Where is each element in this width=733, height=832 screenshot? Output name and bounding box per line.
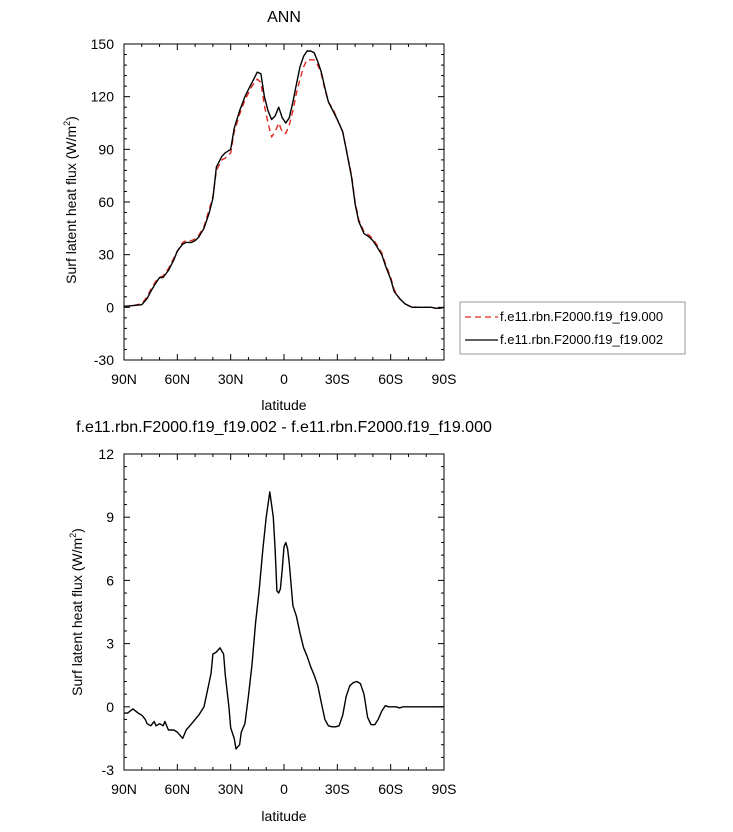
chart-bottom-title: f.e11.rbn.F2000.f19_f19.002 - f.e11.rbn.… [76,419,492,436]
chart-top-ylabel-sup: 2 [62,121,72,126]
series-line-1 [123,50,445,309]
chart-bottom-xlabel: latitude [261,808,306,824]
y-tick-label: -3 [102,762,115,778]
x-tick-label: 60S [378,781,403,797]
chart-bottom-ylabel: Surf latent heat flux (W/m2) [68,528,85,696]
y-tick-label: 90 [98,141,114,157]
y-tick-label: 9 [106,509,114,525]
chart-top-title: ANN [267,9,301,26]
chart-top-ylabel-main: Surf latent heat flux (W/m [63,126,79,284]
legend-label-0: f.e11.rbn.F2000.f19_f19.000 [500,309,663,324]
y-tick-label: 12 [98,446,114,462]
y-tick-label: -30 [94,352,114,368]
x-tick-label: 90S [432,371,457,387]
y-tick-label: 30 [98,247,114,263]
x-tick-label: 30N [218,371,244,387]
y-tick-label: 3 [106,636,114,652]
chart-bottom: f.e11.rbn.F2000.f19_f19.002 - f.e11.rbn.… [68,419,492,824]
chart-top-ticks: -30 0 30 60 90 120 150 90N 60N 30N 0 30S 60S 90S [91,36,457,387]
y-tick-label: 0 [106,299,114,315]
chart-bottom-series [124,491,444,750]
y-tick-label: 0 [106,699,114,715]
x-tick-label: 60N [164,781,190,797]
chart-top-plot-frame [123,43,445,361]
chart-top-ylabel-close: ) [63,116,79,121]
x-tick-label: 0 [280,781,288,797]
x-tick-label: 90S [432,781,457,797]
x-tick-label: 60S [378,371,403,387]
series-line-0 [124,491,444,750]
y-tick-label: 60 [98,194,114,210]
chart-top-ylabel: Surf latent heat flux (W/m2) [62,116,79,284]
x-tick-label: 90N [111,371,137,387]
y-tick-label: 6 [106,572,114,588]
chart-top-legend: f.e11.rbn.F2000.f19_f19.000 f.e11.rbn.F2… [459,301,686,355]
x-tick-label: 60N [164,371,190,387]
y-tick-label: 120 [91,89,115,105]
chart-bottom-ticks: -3 0 3 6 9 12 90N 60N 30N 0 30S 60S 90S [98,446,456,797]
chart-bottom-plot-frame [123,453,445,771]
x-tick-label: 90N [111,781,137,797]
x-tick-label: 0 [280,371,288,387]
chart-bottom-ylabel-main: Surf latent heat flux (W/m [69,538,85,696]
y-tick-label: 150 [91,36,115,52]
series-line-0 [123,59,445,309]
chart-top-series [123,50,445,309]
chart-bottom-ylabel-sup: 2 [68,533,78,538]
chart-bottom-ylabel-close: ) [69,528,85,533]
chart-top-xlabel: latitude [261,397,306,413]
legend-frame [459,301,686,355]
x-tick-label: 30N [218,781,244,797]
x-tick-label: 30S [325,781,350,797]
legend-label-1: f.e11.rbn.F2000.f19_f19.002 [500,332,663,347]
x-tick-label: 30S [325,371,350,387]
